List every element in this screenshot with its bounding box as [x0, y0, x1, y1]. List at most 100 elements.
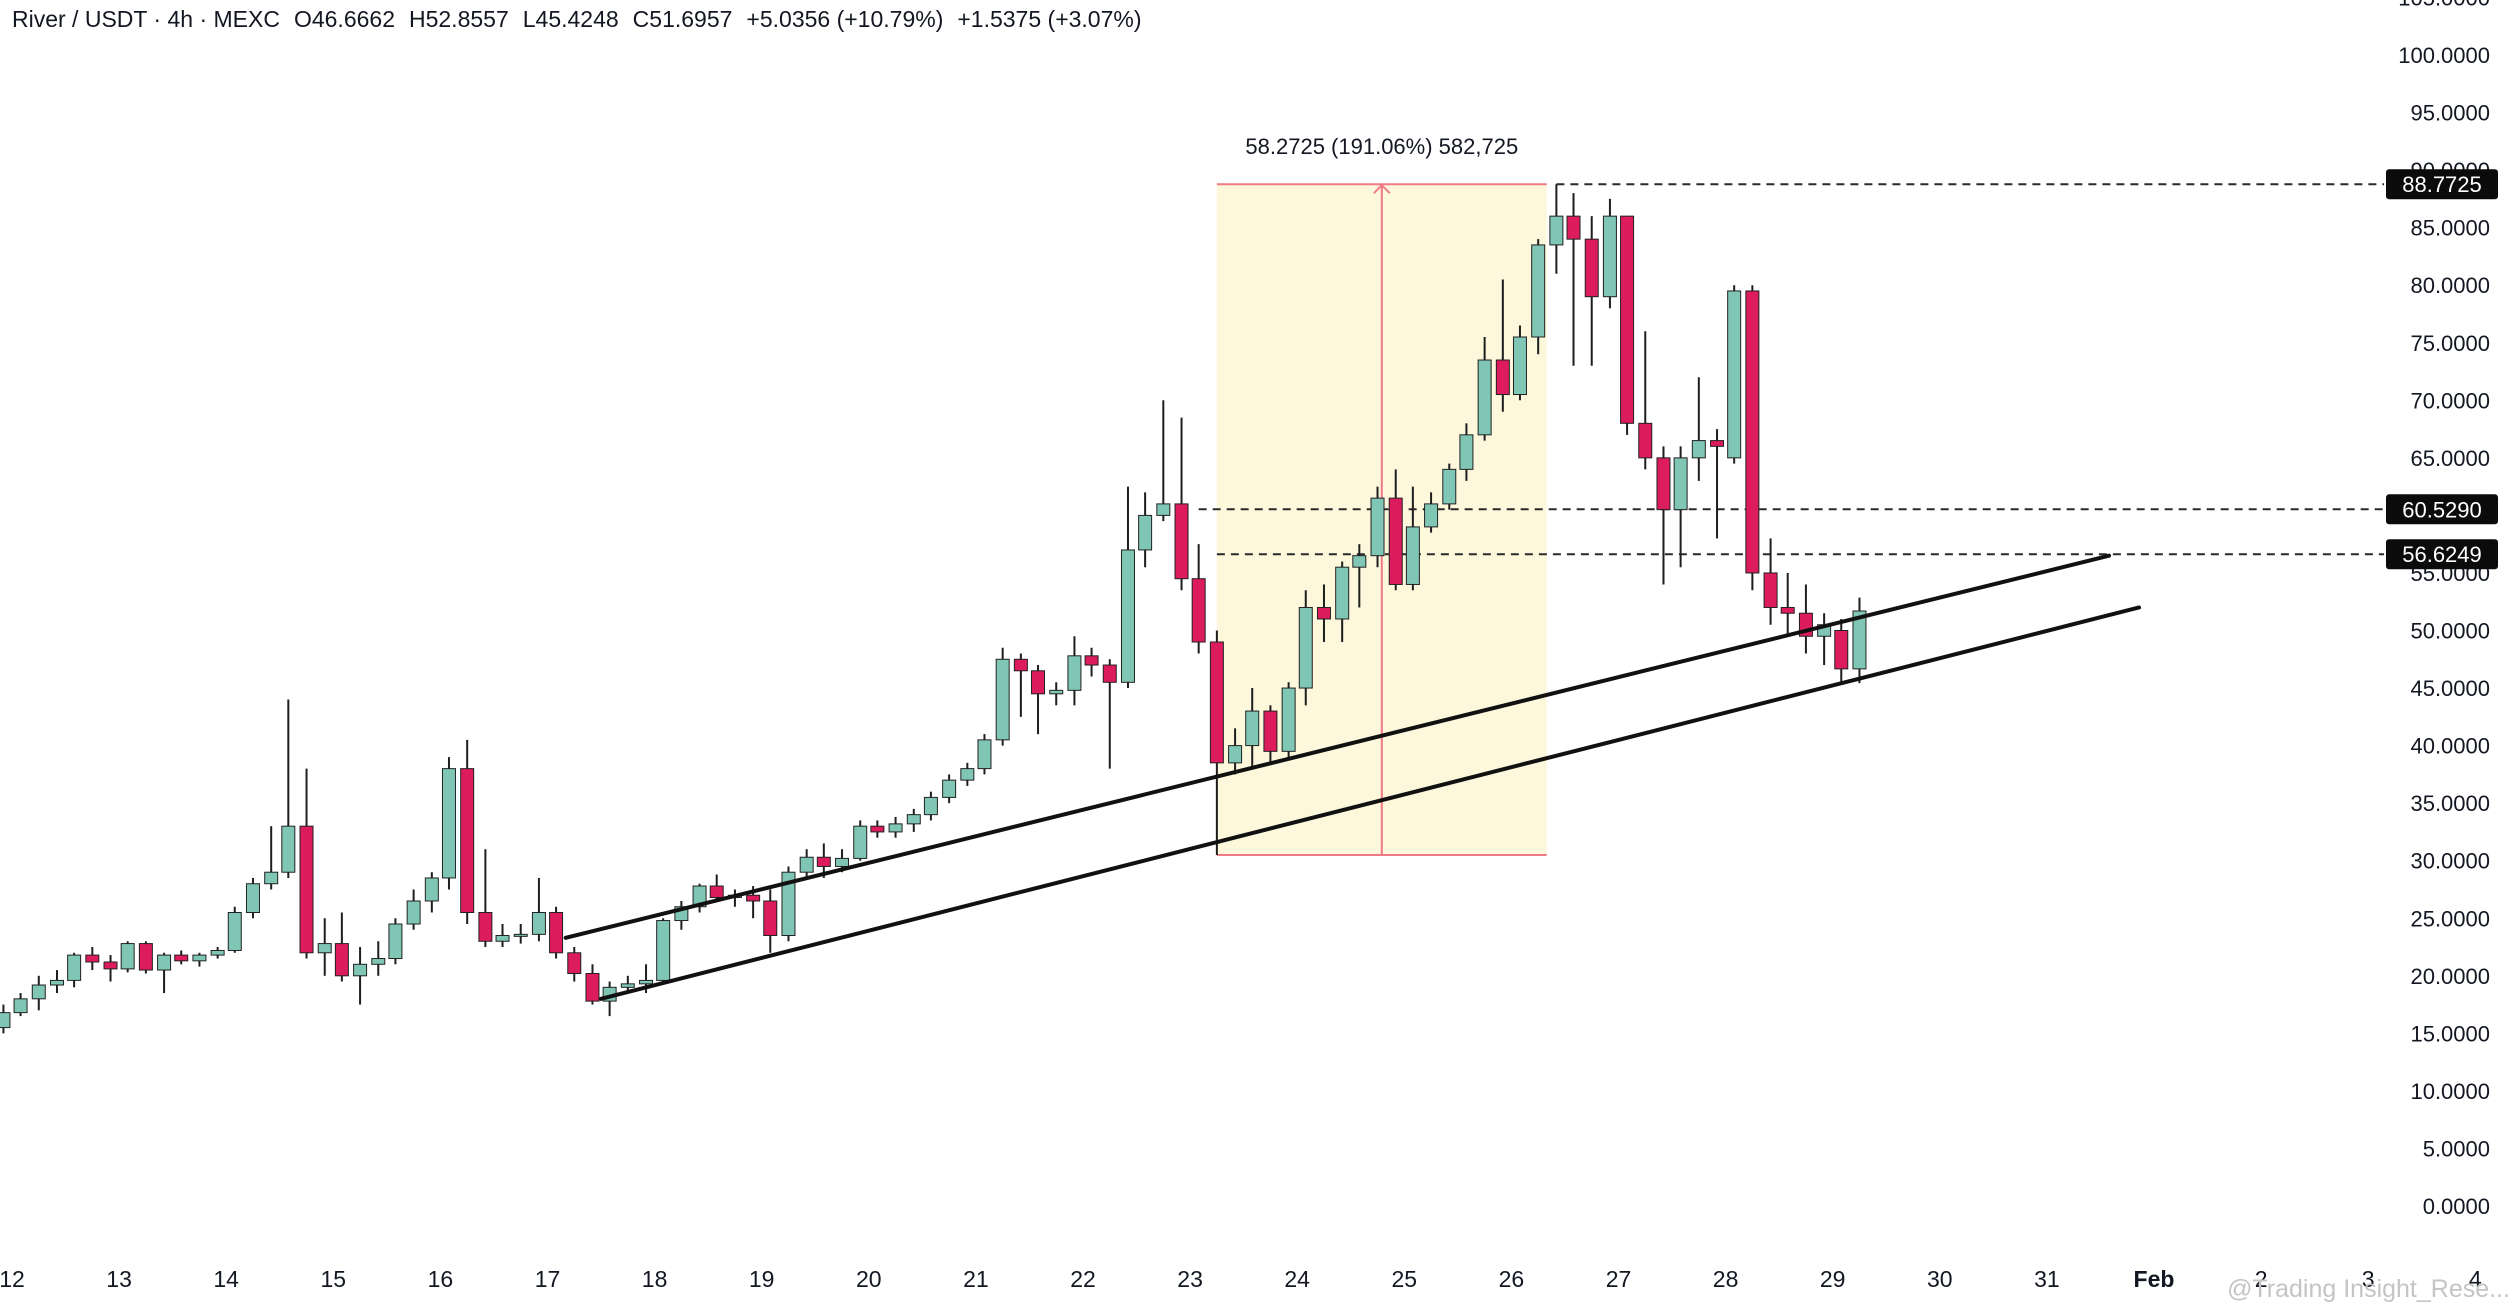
candle-body-14: [245, 883, 260, 913]
candle-body-31: [549, 911, 564, 954]
price-tick-label: 5.0000: [2423, 1136, 2490, 1161]
candle-body-45: [799, 856, 814, 873]
time-axis[interactable]: 12 13 14 15 16 17 18 19 20 21 22 23 24 25 26 27 28 29 30 31…: [0, 1266, 2482, 1292]
candle-body-50: [888, 823, 903, 833]
candle-body-7: [120, 943, 135, 970]
price-tick-label: 40.0000: [2410, 734, 2490, 759]
extra-change-value: +1.5375 (+3.07%): [957, 6, 1142, 32]
time-tick-label: 20: [856, 1266, 882, 1292]
time-tick-label: 27: [1606, 1266, 1632, 1292]
time-tick-label: 19: [749, 1266, 775, 1292]
candle-body-23: [406, 900, 421, 925]
candle-body-44: [781, 871, 796, 937]
candle-body-19: [334, 943, 349, 977]
candle-body-24: [424, 877, 439, 902]
candle-body-88: [1566, 215, 1581, 240]
candle-body-103: [1834, 630, 1849, 670]
time-tick-label: 15: [321, 1266, 347, 1292]
time-tick-label: 28: [1713, 1266, 1739, 1292]
candle-body-54: [960, 768, 975, 781]
candle-body-28: [495, 935, 510, 942]
candle-body-86: [1531, 244, 1546, 338]
watermark: @Trading Insight_Rese...: [2227, 1275, 2510, 1303]
candle-body-47: [835, 857, 850, 867]
trendline-0: [563, 553, 2112, 940]
price-tick-label: 50.0000: [2410, 619, 2490, 644]
candle-body-67: [1191, 578, 1206, 643]
low-value: L45.4248: [522, 6, 619, 32]
candle-body-9: [157, 954, 172, 971]
candle-body-49: [870, 825, 885, 833]
close-value: C51.6957: [632, 6, 733, 32]
candle-body-94: [1673, 457, 1688, 511]
candle-body-57: [1013, 658, 1028, 672]
candle-body-10: [174, 954, 189, 962]
time-tick-label: 3: [2362, 1266, 2375, 1292]
candle-body-75: [1335, 566, 1350, 620]
trendline-1: [599, 605, 2142, 1001]
candle-body-60: [1067, 655, 1082, 691]
candle-body-17: [299, 825, 314, 954]
candles-layer: [0, 184, 1867, 1034]
price-tick-label: 25.0000: [2410, 906, 2490, 931]
price-tick-label: 10.0000: [2410, 1079, 2490, 1104]
time-tick-label: 13: [106, 1266, 132, 1292]
candle-body-71: [1263, 710, 1278, 752]
candle-body-90: [1602, 215, 1617, 298]
candle-body-12: [210, 949, 225, 956]
candle-body-70: [1245, 710, 1260, 747]
price-tick-label: 70.0000: [2410, 388, 2490, 413]
price-label-text-0: 88.7725: [2402, 172, 2482, 197]
candle-body-91: [1620, 215, 1635, 424]
candle-body-72: [1281, 687, 1296, 752]
time-tick-label: 16: [428, 1266, 454, 1292]
candle-body-43: [763, 900, 778, 937]
candle-body-74: [1316, 606, 1331, 620]
candle-body-30: [531, 911, 546, 935]
candle-body-98: [1745, 290, 1760, 574]
trendlines[interactable]: [563, 553, 2142, 1001]
candle-body-33: [585, 972, 600, 1002]
candle-body-69: [1228, 745, 1243, 764]
time-tick-label: 23: [1177, 1266, 1203, 1292]
candle-body-78: [1388, 497, 1403, 585]
change-value: +5.0356 (+10.79%): [746, 6, 944, 32]
candle-body-99: [1763, 572, 1778, 608]
time-tick-label: 26: [1499, 1266, 1525, 1292]
candle-body-27: [478, 911, 493, 942]
price-tick-label: 20.0000: [2410, 964, 2490, 989]
candle-body-42: [746, 894, 761, 902]
candle-body-55: [977, 739, 992, 770]
price-label-text-2: 56.6249: [2402, 542, 2482, 567]
price-range-arrowhead: [1373, 183, 1391, 194]
time-tick-label: 4: [2469, 1266, 2482, 1292]
price-tick-label: 65.0000: [2410, 446, 2490, 471]
candle-body-100: [1780, 606, 1795, 614]
time-tick-label: 24: [1284, 1266, 1310, 1292]
candle-body-35: [620, 983, 635, 988]
candle-body-21: [371, 958, 386, 965]
price-tick-label: 75.0000: [2410, 331, 2490, 356]
candle-body-73: [1298, 606, 1313, 689]
price-tick-label: 105.0000: [2398, 0, 2490, 10]
candle-body-8: [138, 943, 153, 971]
price-label-box-2: [2386, 539, 2498, 570]
candle-body-76: [1352, 555, 1367, 568]
open-value: O46.6662: [293, 6, 395, 32]
candle-body-63: [1120, 549, 1135, 683]
candle-body-97: [1727, 290, 1742, 459]
candle-body-48: [853, 825, 868, 859]
time-tick-label: 18: [642, 1266, 668, 1292]
candle-body-53: [942, 779, 957, 798]
candle-body-26: [460, 768, 475, 913]
candle-body-15: [264, 871, 279, 885]
candle-body-5: [85, 954, 100, 963]
symbol-label[interactable]: River / USDT · 4h · MEXC: [12, 6, 280, 32]
time-tick-label: Feb: [2134, 1266, 2175, 1292]
price-tick-label: 80.0000: [2410, 273, 2490, 298]
time-tick-label: 14: [213, 1266, 239, 1292]
chart-header: River / USDT · 4h · MEXC O46.6662 H52.8557…: [12, 6, 1156, 33]
candle-body-80: [1424, 503, 1439, 528]
time-tick-label: 25: [1392, 1266, 1418, 1292]
